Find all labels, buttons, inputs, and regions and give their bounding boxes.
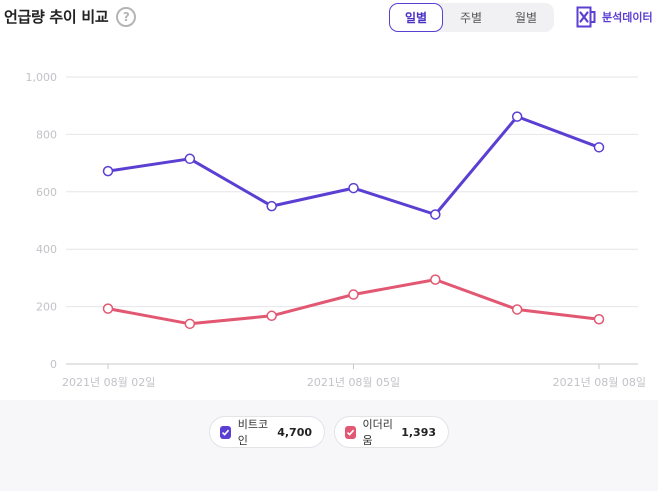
excel-icon — [576, 6, 596, 28]
tab-monthly[interactable]: 월별 — [514, 11, 538, 25]
data-point-ethereum — [593, 313, 605, 325]
tab-weekly[interactable]: 주별 — [459, 11, 483, 25]
data-point-bitcoin — [102, 165, 114, 177]
y-tick-label: 1,000 — [26, 71, 58, 84]
data-point-ethereum — [511, 304, 523, 315]
series-line-bitcoin — [106, 115, 601, 216]
legend-total: 1,393 — [401, 425, 436, 439]
chart-legend: 비트코인 4,700 이더리움 1,393 — [0, 416, 658, 450]
analysis-data-button[interactable]: 분석데이터 — [576, 6, 653, 28]
series-line-ethereum — [106, 278, 601, 326]
legend-background — [0, 400, 658, 491]
legend-total: 4,700 — [277, 425, 312, 439]
data-point-ethereum — [430, 274, 441, 285]
checkbox-checked-icon[interactable] — [345, 425, 356, 439]
legend-label: 비트코인 — [237, 418, 269, 447]
data-point-bitcoin — [266, 200, 277, 212]
y-tick-label: 600 — [36, 186, 57, 199]
tab-daily[interactable]: 일별 — [389, 3, 443, 32]
chart-title: 언급량 추이 비교 — [4, 8, 109, 26]
line-chart: 0 200 400 600 800 1,000 2021년 08월 02일 2021년 08월… — [26, 71, 647, 389]
data-point-ethereum — [266, 310, 277, 322]
data-point-ethereum — [184, 318, 196, 330]
y-tick-label: 400 — [36, 243, 57, 256]
x-tick-label: 2021년 08월 05일 — [307, 375, 400, 389]
data-point-bitcoin — [184, 153, 196, 165]
period-toggle: 일별 주별 월별 — [389, 3, 554, 32]
data-point-ethereum — [348, 289, 359, 300]
data-point-bitcoin — [430, 209, 441, 220]
x-tick-label: 2021년 08월 08일 — [553, 375, 646, 389]
checkbox-checked-icon[interactable] — [220, 425, 231, 439]
y-tick-label: 800 — [36, 128, 57, 141]
legend-item-bitcoin[interactable]: 비트코인 4,700 — [209, 416, 325, 448]
legend-item-ethereum[interactable]: 이더리움 1,393 — [334, 416, 449, 448]
data-point-bitcoin — [348, 182, 359, 194]
y-tick-label: 0 — [50, 358, 57, 371]
help-icon[interactable]: ? — [116, 6, 137, 27]
legend-label: 이더리움 — [362, 418, 393, 447]
x-tick-label: 2021년 08월 02일 — [62, 375, 155, 389]
data-point-bitcoin — [593, 142, 605, 153]
y-tick-label: 200 — [36, 301, 57, 314]
chart-header: 언급량 추이 비교 ? — [4, 6, 137, 27]
analysis-data-label: 분석데이터 — [602, 11, 653, 24]
data-point-bitcoin — [511, 111, 523, 122]
data-point-ethereum — [102, 303, 114, 314]
